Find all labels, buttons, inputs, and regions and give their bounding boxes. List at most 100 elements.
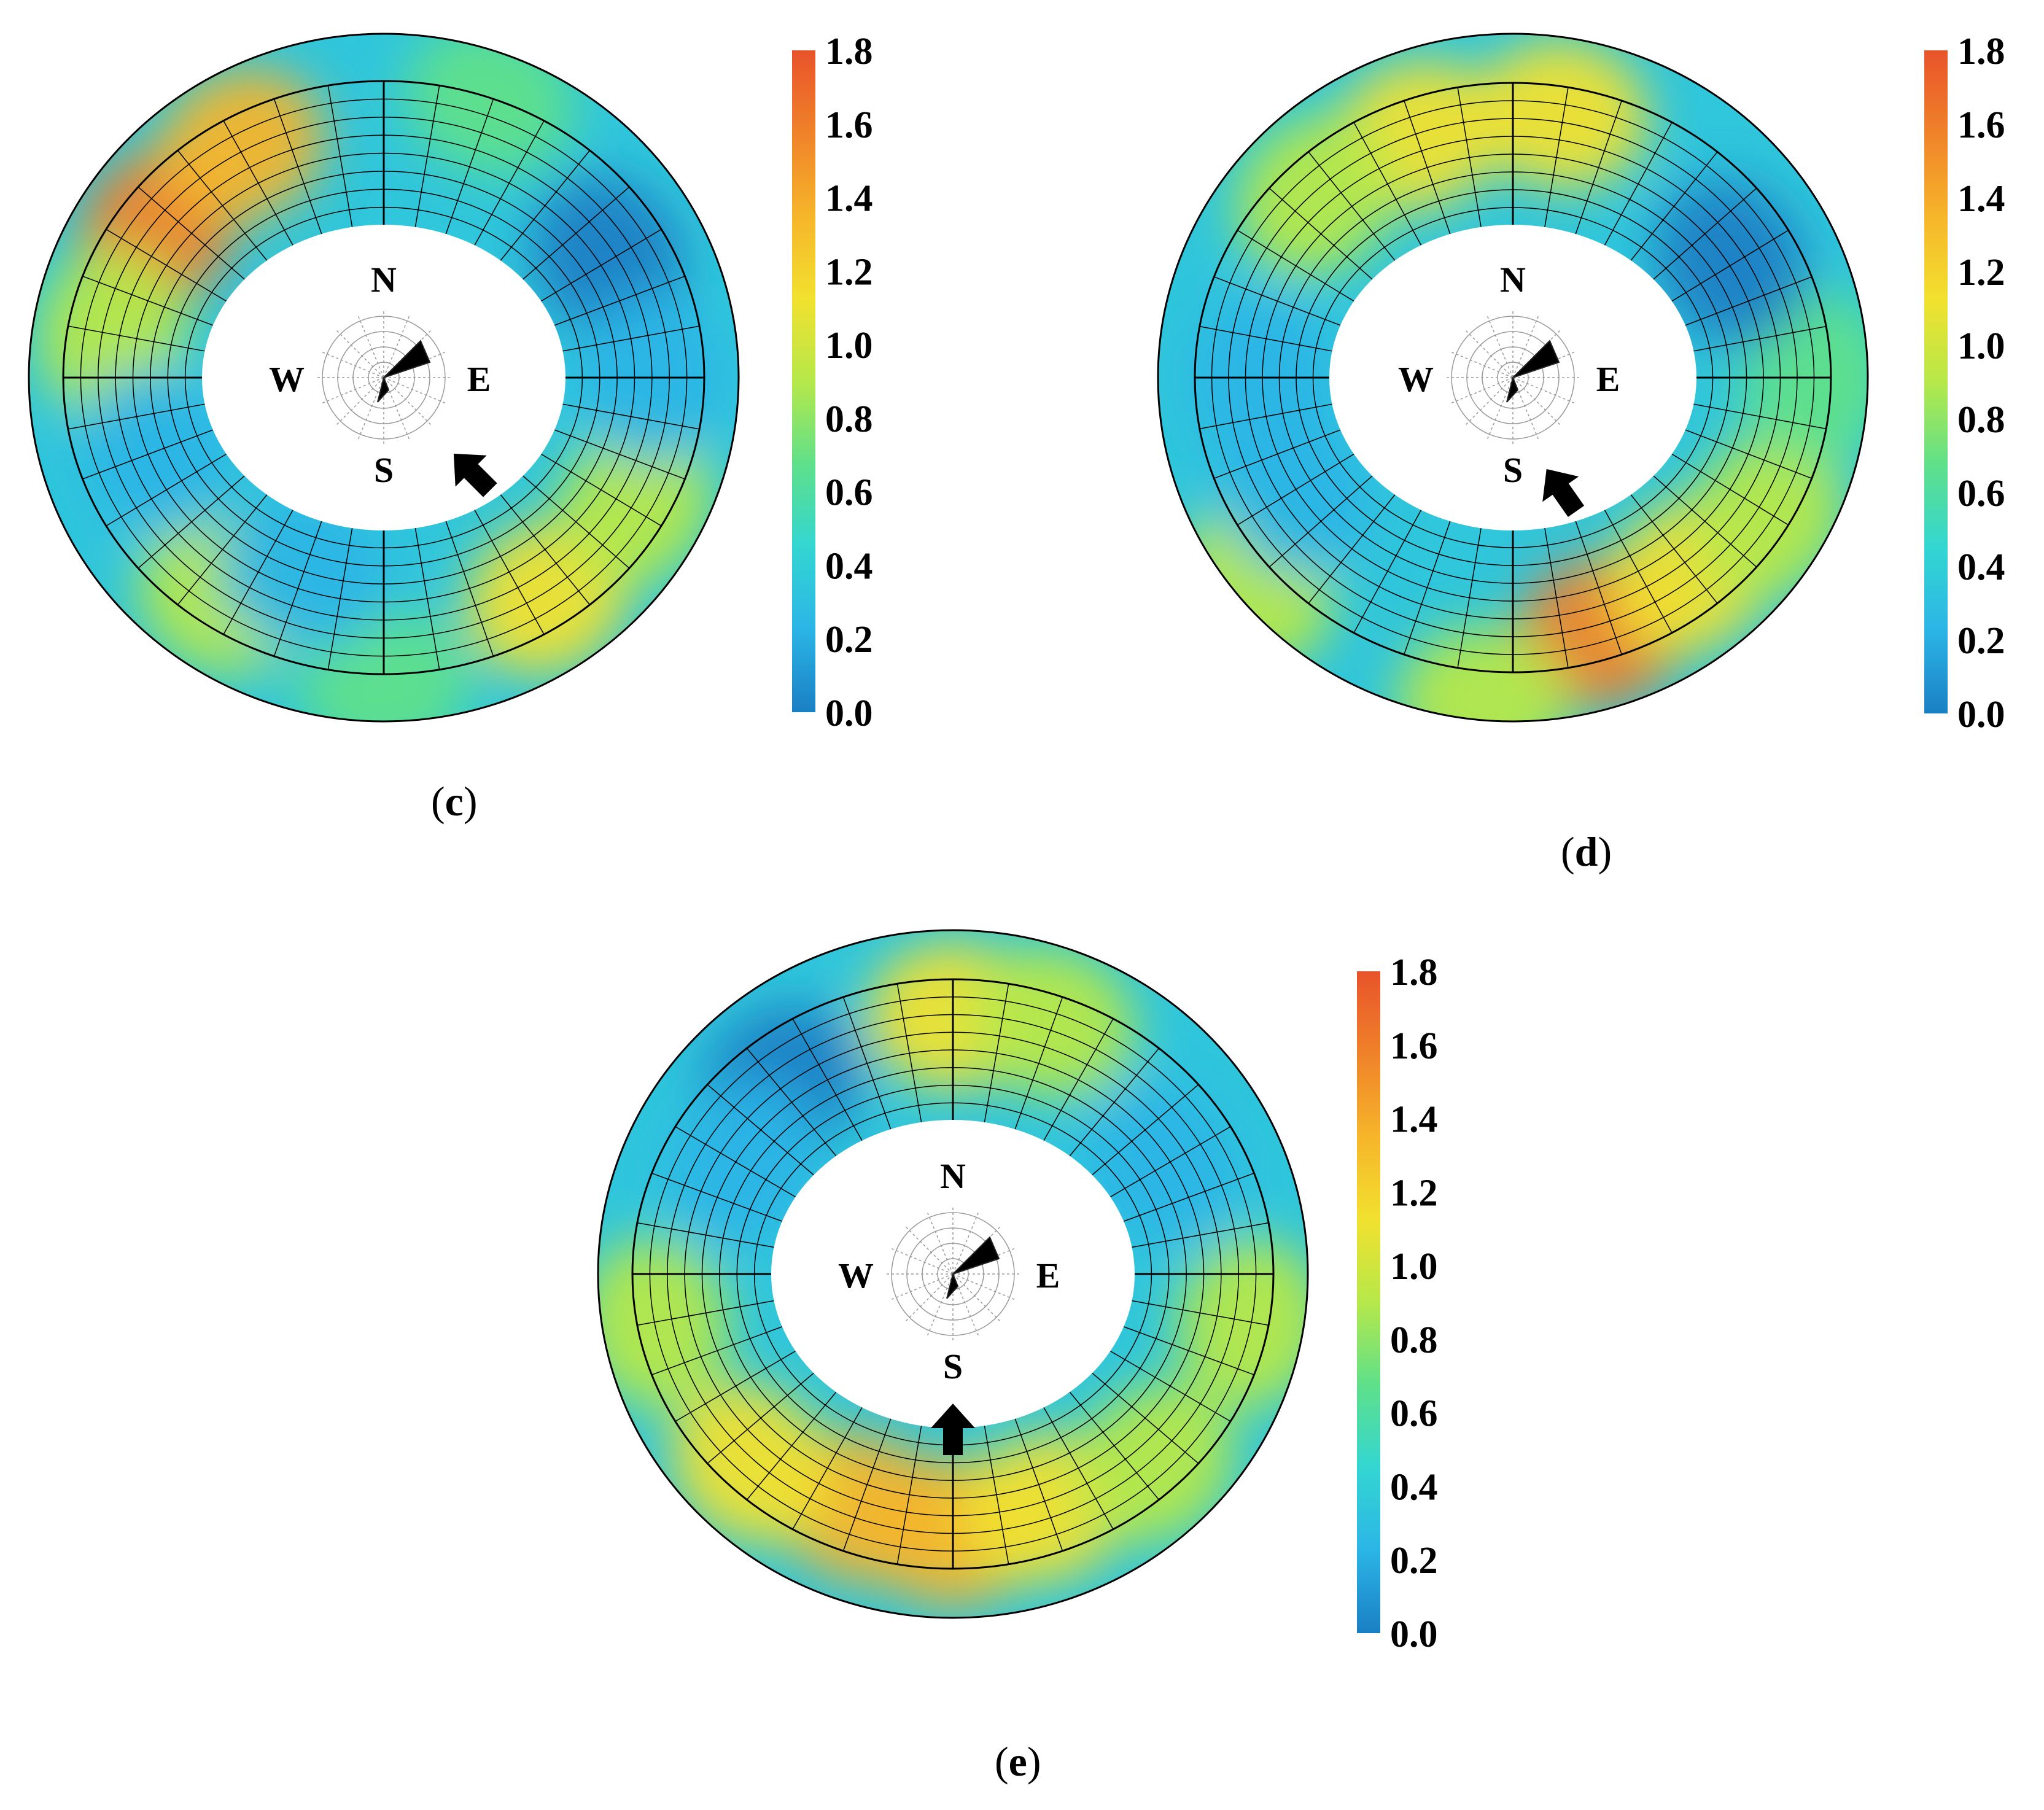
grid-spoke-c-34 bbox=[273, 98, 322, 235]
hotspots-e bbox=[598, 942, 1308, 1606]
ring-outline-c bbox=[28, 33, 740, 723]
grid-spoke-c-8 bbox=[562, 325, 700, 352]
grid-spoke-c-32 bbox=[177, 150, 268, 262]
grid-spoke-c-16 bbox=[445, 520, 494, 657]
wind-rose-spoke-c-14 bbox=[336, 330, 384, 378]
grid-spoke-c-28 bbox=[68, 325, 206, 352]
grid-spoke-d-33 bbox=[1353, 122, 1422, 246]
compass-north-c: N bbox=[371, 260, 397, 300]
wind-rose-spoke-e-14 bbox=[906, 1227, 954, 1275]
wind-rose-spoke-c-5 bbox=[383, 377, 446, 404]
grid-spoke-e-16 bbox=[1014, 1418, 1063, 1552]
grid-spoke-d-24 bbox=[1237, 453, 1355, 526]
grid-spoke-d-21 bbox=[1353, 509, 1422, 634]
grid-spoke-c-23 bbox=[138, 475, 246, 569]
wind-rose-spoke-c-15 bbox=[357, 316, 384, 378]
grid-spoke-d-25 bbox=[1213, 429, 1342, 479]
grid-spoke-e-3 bbox=[1043, 1018, 1114, 1141]
grid-spoke-d-6 bbox=[1671, 230, 1789, 302]
wind-rose-spoke-c-11 bbox=[322, 377, 384, 404]
hotspot-c-10 bbox=[219, 499, 389, 650]
grid-spoke-c-15 bbox=[473, 509, 545, 635]
compass-west-c: W bbox=[269, 359, 305, 399]
grid-spoke-d-30 bbox=[1237, 230, 1355, 302]
colorbar-tick-e-3: 0.6 bbox=[1390, 1393, 1438, 1435]
wind-rose-petals-c bbox=[377, 340, 431, 403]
colorbar-tick-d-8: 1.6 bbox=[1957, 104, 2005, 146]
colorbar-tick-c-4: 0.8 bbox=[825, 398, 873, 440]
colorbar-tick-e-4: 0.8 bbox=[1390, 1319, 1438, 1361]
grid-spoke-c-12 bbox=[540, 453, 662, 527]
colorbar-tick-e-6: 1.2 bbox=[1390, 1172, 1438, 1214]
heatmap-d: N S W E 0.0 0.2 0.4 0.6 0.8 1.0 1.2 1.4 1.6 1.8 bbox=[1157, 31, 2005, 736]
grid-spoke-c-35 bbox=[327, 85, 353, 228]
grid-spoke-d-2 bbox=[1575, 100, 1622, 235]
grid-spoke-e-23 bbox=[707, 1372, 815, 1464]
colorbar-e bbox=[1357, 971, 1380, 1633]
grid-spoke-c-14 bbox=[500, 494, 591, 605]
wind-rose-spoke-e-11 bbox=[891, 1273, 954, 1300]
colorbar-tick-c-3: 0.6 bbox=[825, 472, 873, 514]
wind-arrow-d bbox=[1542, 468, 1585, 517]
grid-spoke-d-31 bbox=[1269, 187, 1374, 281]
colorbar-tick-e-9: 1.8 bbox=[1390, 952, 1438, 993]
grid-spoke-e-19 bbox=[896, 1425, 922, 1564]
grid-spoke-e-12 bbox=[1109, 1350, 1231, 1422]
grid-spoke-e-4 bbox=[1069, 1047, 1160, 1157]
grid-spoke-e-10 bbox=[1131, 1300, 1269, 1326]
colorbar-c bbox=[792, 50, 815, 712]
wind-rose-spoke-c-9 bbox=[357, 377, 384, 440]
colorbar-tick-d-4: 0.8 bbox=[1957, 399, 2005, 441]
grid-spoke-d-12 bbox=[1671, 453, 1789, 526]
grid-spoke-e-33 bbox=[792, 1018, 863, 1141]
compass-east-e: E bbox=[1036, 1256, 1060, 1295]
compass-east-d: E bbox=[1596, 359, 1620, 399]
colorbar-tick-c-9: 1.8 bbox=[825, 31, 873, 72]
grid-spoke-e-14 bbox=[1069, 1391, 1160, 1501]
grid-spoke-c-19 bbox=[327, 527, 353, 670]
grid-spoke-d-11 bbox=[1684, 429, 1813, 479]
caption-e: (e) bbox=[995, 1738, 1041, 1785]
wind-rose-spoke-e-6 bbox=[952, 1273, 1000, 1321]
grid-spoke-d-35 bbox=[1457, 87, 1482, 228]
grid-spoke-c-6 bbox=[540, 228, 662, 302]
wind-rose-spoke-d-5 bbox=[1512, 377, 1575, 404]
caption-d: (d) bbox=[1561, 828, 1612, 875]
caption-c: (c) bbox=[431, 778, 478, 825]
hotspot-c-1 bbox=[158, 69, 324, 223]
colorbar-tick-d-3: 0.6 bbox=[1957, 473, 2005, 515]
grid-spoke-c-3 bbox=[473, 120, 545, 246]
grid-spoke-e-17 bbox=[984, 1425, 1009, 1564]
colorbar-tick-c-2: 0.4 bbox=[825, 545, 873, 587]
grid-spoke-c-24 bbox=[106, 453, 227, 527]
grid-spoke-d-8 bbox=[1693, 325, 1827, 352]
grid-spoke-d-14 bbox=[1630, 494, 1718, 604]
grid-d bbox=[1194, 82, 1832, 674]
colorbar-tick-c-0: 0.0 bbox=[825, 693, 873, 734]
grid-spoke-c-10 bbox=[562, 403, 700, 430]
heatmap-e: N S W E 0.0 0.2 0.4 0.6 0.8 1.0 1.2 1.4 1.6 1.8 bbox=[597, 929, 1438, 1655]
panel-e: N S W E 0.0 0.2 0.4 0.6 0.8 1.0 1.2 1.4 1.6 1.8 (e) bbox=[540, 896, 1562, 1805]
wind-rose-spoke-c-6 bbox=[383, 377, 431, 425]
hotspot-d-7 bbox=[1237, 115, 1397, 276]
wind-rose-spoke-d-11 bbox=[1451, 377, 1514, 404]
wind-rose-spoke-e-9 bbox=[927, 1273, 954, 1336]
grid-spoke-c-29 bbox=[82, 276, 214, 326]
heatmap-c: N S W E 0.0 0.2 0.4 0.6 0.8 1.0 1.2 1.4 1.6 1.8 bbox=[28, 31, 873, 734]
grid-spoke-e-20 bbox=[842, 1418, 892, 1552]
ring-e bbox=[598, 930, 1308, 1618]
colorbar-tick-e-2: 0.4 bbox=[1390, 1466, 1438, 1508]
grid-spoke-d-1 bbox=[1544, 87, 1569, 228]
grid-spoke-d-10 bbox=[1693, 403, 1827, 430]
colorbar-tick-c-6: 1.2 bbox=[825, 251, 873, 293]
grid-spoke-d-17 bbox=[1544, 527, 1569, 668]
grid-spoke-e-1 bbox=[984, 984, 1009, 1123]
grid-spoke-d-3 bbox=[1604, 122, 1673, 246]
grid-spoke-e-15 bbox=[1043, 1407, 1114, 1530]
colorbar-tick-c-1: 0.2 bbox=[825, 619, 873, 661]
ring-inner-edge-c bbox=[202, 225, 565, 530]
ring-outline-d bbox=[1157, 33, 1869, 723]
grid-spoke-c-1 bbox=[414, 85, 440, 228]
grid-spoke-d-26 bbox=[1199, 403, 1333, 430]
wind-rose-spoke-d-13 bbox=[1451, 351, 1514, 378]
